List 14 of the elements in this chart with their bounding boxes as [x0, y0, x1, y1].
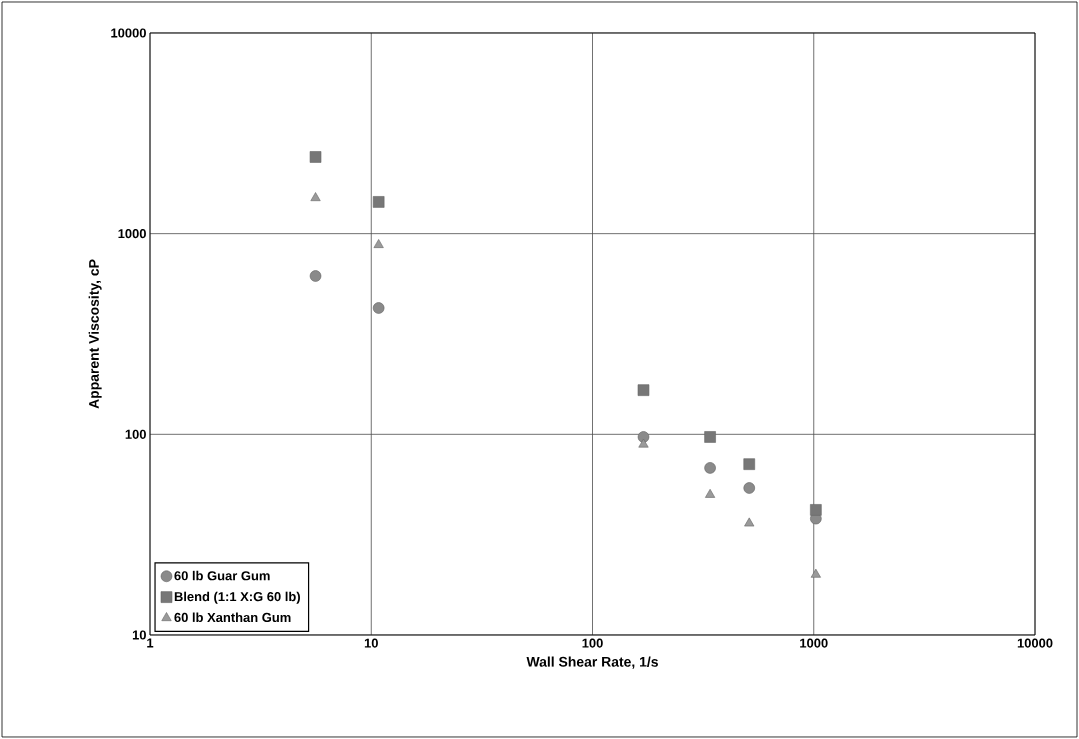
x-tick-label: 1 [147, 638, 154, 648]
x-axis-title: Wall Shear Rate, 1/s [526, 656, 658, 669]
y-tick-label: 10000 [111, 28, 146, 38]
x-tick-label: 1000 [800, 638, 828, 648]
x-tick-label: 10 [364, 638, 378, 648]
y-tick-label: 1000 [118, 229, 146, 239]
legend-label: Blend (1:1 X:G 60 lb) [174, 591, 300, 604]
x-tick-label: 10000 [1017, 638, 1053, 648]
y-axis-title: Apparent Viscosity, cP [88, 259, 102, 409]
legend-label: 60 lb Guar Gum [174, 570, 270, 581]
y-tick-label: 100 [125, 429, 146, 439]
x-tick-label: 100 [582, 638, 603, 648]
legend-label: 60 lb Xanthan Gum [174, 612, 291, 623]
y-tick-label: 10 [132, 630, 146, 640]
